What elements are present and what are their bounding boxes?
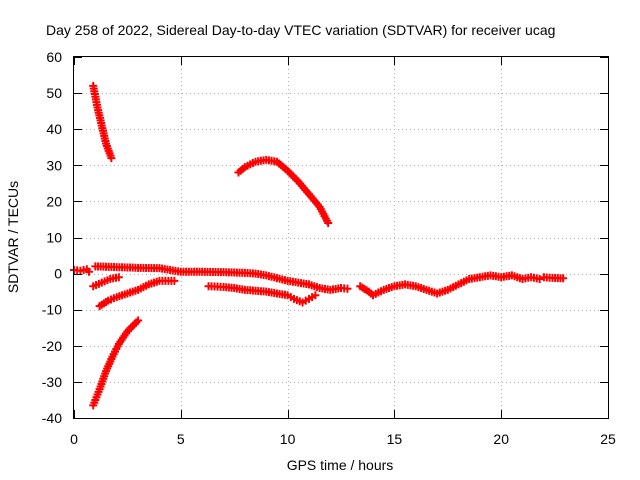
data-point bbox=[84, 267, 93, 276]
x-axis-ticks: 0 5 10 15 20 25 bbox=[70, 57, 616, 447]
x-tick-label: 5 bbox=[177, 431, 185, 447]
y-tick-label: 50 bbox=[46, 85, 62, 101]
x-axis-label: GPS time / hours bbox=[287, 457, 394, 473]
y-tick-label: 0 bbox=[54, 266, 62, 282]
y-tick-label: -20 bbox=[42, 338, 62, 354]
x-tick-label: 0 bbox=[70, 431, 78, 447]
data-series bbox=[70, 81, 568, 410]
data-point bbox=[559, 274, 568, 283]
series-arc-8 bbox=[204, 282, 320, 307]
series-arc-3 bbox=[91, 262, 352, 294]
y-tick-label: 20 bbox=[46, 193, 62, 209]
data-point bbox=[324, 219, 333, 228]
x-tick-label: 25 bbox=[600, 431, 616, 447]
y-tick-label: 10 bbox=[46, 230, 62, 246]
x-tick-label: 20 bbox=[493, 431, 509, 447]
x-tick-label: 10 bbox=[280, 431, 296, 447]
data-point bbox=[343, 284, 352, 293]
data-point bbox=[107, 154, 116, 163]
y-tick-label: 30 bbox=[46, 157, 62, 173]
plot-frame bbox=[73, 56, 609, 419]
y-axis-ticks: -40 -30 -20 -10 0 10 20 30 40 50 60 bbox=[42, 49, 608, 426]
data-point bbox=[170, 276, 179, 285]
y-tick-label: 60 bbox=[46, 49, 62, 65]
y-tick-label: -10 bbox=[42, 302, 62, 318]
y-tick-label: -40 bbox=[42, 410, 62, 426]
chart-title: Day 258 of 2022, Sidereal Day-to-day VTE… bbox=[46, 22, 555, 38]
y-tick-label: 40 bbox=[46, 121, 62, 137]
series-arc-4 bbox=[89, 273, 123, 291]
series-arc-9 bbox=[356, 271, 544, 300]
series-arc-10 bbox=[539, 273, 568, 283]
series-arc-6 bbox=[89, 316, 143, 410]
data-point bbox=[535, 275, 544, 284]
series-arc-2 bbox=[89, 81, 116, 163]
data-point bbox=[114, 273, 123, 282]
series-arc-5 bbox=[95, 276, 179, 311]
x-tick-label: 15 bbox=[387, 431, 403, 447]
y-axis-label: SDTVAR / TECUs bbox=[5, 181, 21, 293]
y-tick-label: -30 bbox=[42, 374, 62, 390]
data-point bbox=[311, 291, 320, 300]
data-point bbox=[134, 316, 143, 325]
series-arc-7 bbox=[234, 155, 333, 228]
grid bbox=[74, 57, 608, 418]
